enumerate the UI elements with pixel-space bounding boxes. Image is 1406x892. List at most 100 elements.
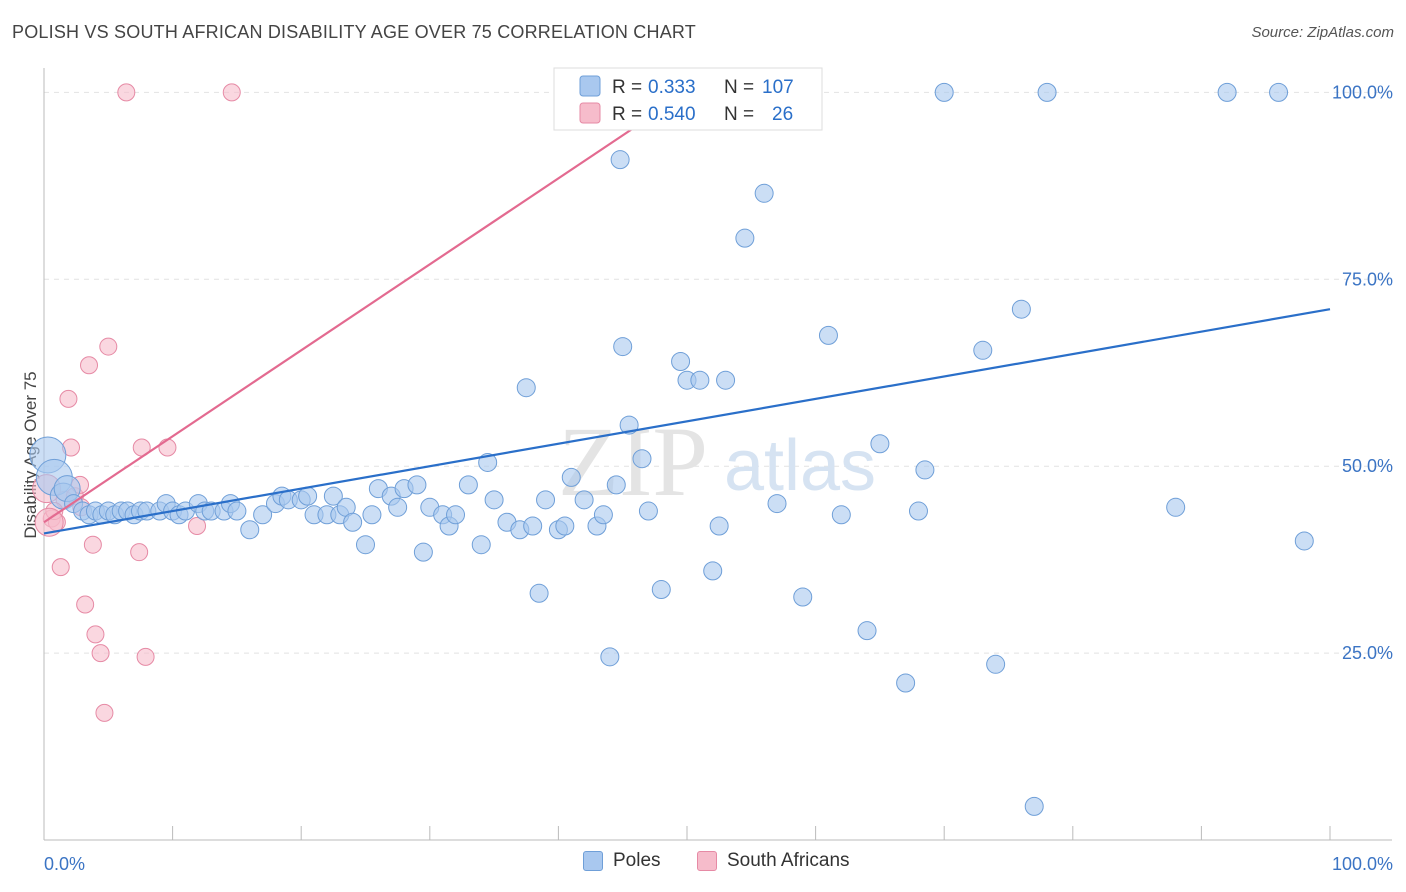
poles-point	[754, 183, 774, 203]
poles-point	[323, 486, 343, 506]
legend-poles-n-value: 107	[762, 77, 794, 98]
legend-bottom: Poles South Africans	[0, 850, 1406, 880]
poles-point	[253, 505, 273, 525]
poles-point	[484, 490, 504, 510]
poles-point	[1037, 82, 1057, 102]
legend-sa-n-value: 26	[772, 104, 793, 125]
source-label: Source: ZipAtlas.com	[1251, 24, 1394, 41]
chart-title: POLISH VS SOUTH AFRICAN DISABILITY AGE O…	[12, 22, 696, 42]
x-tick-labels: 0.0% 100.0%	[44, 854, 1393, 874]
poles-point	[407, 475, 427, 495]
poles-point	[735, 228, 755, 248]
poles-point	[870, 434, 890, 454]
poles-point	[298, 486, 318, 506]
poles-trend-line	[43, 308, 1331, 535]
poles-point	[1269, 82, 1289, 102]
south-africans-point	[91, 644, 110, 663]
poles-point	[523, 516, 543, 536]
legend-top: R = 0.333 N = 107 R = 0.540 N = 26	[553, 67, 823, 131]
poles-point	[388, 497, 408, 517]
poles-point	[227, 501, 247, 521]
poles-points	[29, 82, 1314, 816]
poles-point	[703, 561, 723, 581]
poles-point	[593, 505, 613, 525]
poles-swatch	[583, 851, 603, 871]
poles-point	[632, 449, 652, 469]
south-africans-trend-line	[43, 91, 688, 524]
poles-point	[1011, 299, 1031, 319]
y-tick-label-100: 100.0%	[1332, 82, 1393, 102]
poles-point	[1024, 796, 1044, 816]
poles-point	[973, 340, 993, 360]
legend-item-south-africans[interactable]: South Africans	[697, 850, 850, 872]
south-africans-point	[86, 625, 105, 644]
south-africans-point	[136, 647, 155, 666]
y-tick-labels: 25.0% 50.0% 75.0% 100.0%	[1332, 82, 1393, 663]
legend-poles-r-value: 0.333	[648, 77, 696, 98]
south-africans-points	[32, 83, 241, 722]
poles-point	[446, 505, 466, 525]
south-africans-point	[130, 543, 149, 562]
poles-point	[413, 542, 433, 562]
poles-point	[356, 535, 375, 555]
y-tick-label-25: 25.0%	[1342, 643, 1393, 663]
poles-point	[1217, 82, 1237, 102]
south-africans-point	[188, 517, 207, 535]
poles-point	[934, 82, 954, 102]
poles-point	[671, 352, 691, 372]
poles-point	[915, 460, 935, 480]
trend-lines	[43, 91, 1331, 535]
legend-sa-r-value: 0.540	[648, 104, 696, 125]
x-tick-label-max: 100.0%	[1332, 854, 1393, 874]
poles-point	[638, 501, 658, 521]
poles-point	[606, 475, 626, 495]
poles-point	[574, 490, 594, 510]
axes	[43, 68, 1392, 841]
poles-point	[908, 501, 928, 521]
watermark: ZIP atlas	[558, 406, 876, 517]
poles-point	[600, 647, 620, 667]
poles-point	[986, 654, 1006, 674]
watermark-atlas: atlas	[724, 426, 876, 506]
poles-point	[343, 512, 363, 532]
south-africans-point	[117, 83, 136, 102]
south-africans-point	[51, 558, 70, 577]
south-africans-swatch	[697, 851, 717, 871]
south-africans-point	[158, 438, 177, 457]
legend-label-south-africans: South Africans	[727, 850, 850, 871]
poles-point	[818, 325, 838, 345]
poles-point	[1166, 497, 1186, 517]
poles-point	[767, 494, 787, 514]
poles-point	[561, 467, 581, 487]
south-africans-point	[80, 356, 99, 375]
poles-point	[240, 520, 260, 540]
poles-point	[471, 535, 491, 555]
poles-point	[793, 587, 813, 607]
poles-point	[896, 673, 916, 693]
x-tick-label-min: 0.0%	[44, 854, 85, 874]
legend-sa-n-label: N =	[724, 104, 754, 125]
legend-poles-r-label: R =	[612, 77, 642, 98]
legend-sa-swatch	[579, 102, 601, 124]
y-tick-label-75: 75.0%	[1342, 269, 1393, 289]
legend-poles-n-label: N =	[724, 77, 754, 98]
poles-point	[362, 505, 382, 525]
poles-point	[716, 370, 736, 390]
poles-point	[555, 516, 575, 536]
poles-point	[613, 337, 633, 357]
poles-point	[651, 580, 671, 600]
poles-point	[709, 516, 729, 536]
grid-lines	[44, 91, 1392, 654]
south-africans-point	[222, 83, 241, 102]
legend-poles-swatch	[579, 75, 601, 97]
south-africans-point	[76, 595, 95, 614]
south-africans-point	[99, 337, 118, 356]
legend-item-poles[interactable]: Poles	[583, 850, 661, 872]
south-africans-point	[59, 389, 78, 408]
poles-point	[529, 583, 549, 603]
poles-point	[1294, 531, 1314, 551]
south-africans-point	[83, 535, 102, 554]
legend-sa-r-label: R =	[612, 104, 642, 125]
poles-point	[857, 621, 877, 641]
